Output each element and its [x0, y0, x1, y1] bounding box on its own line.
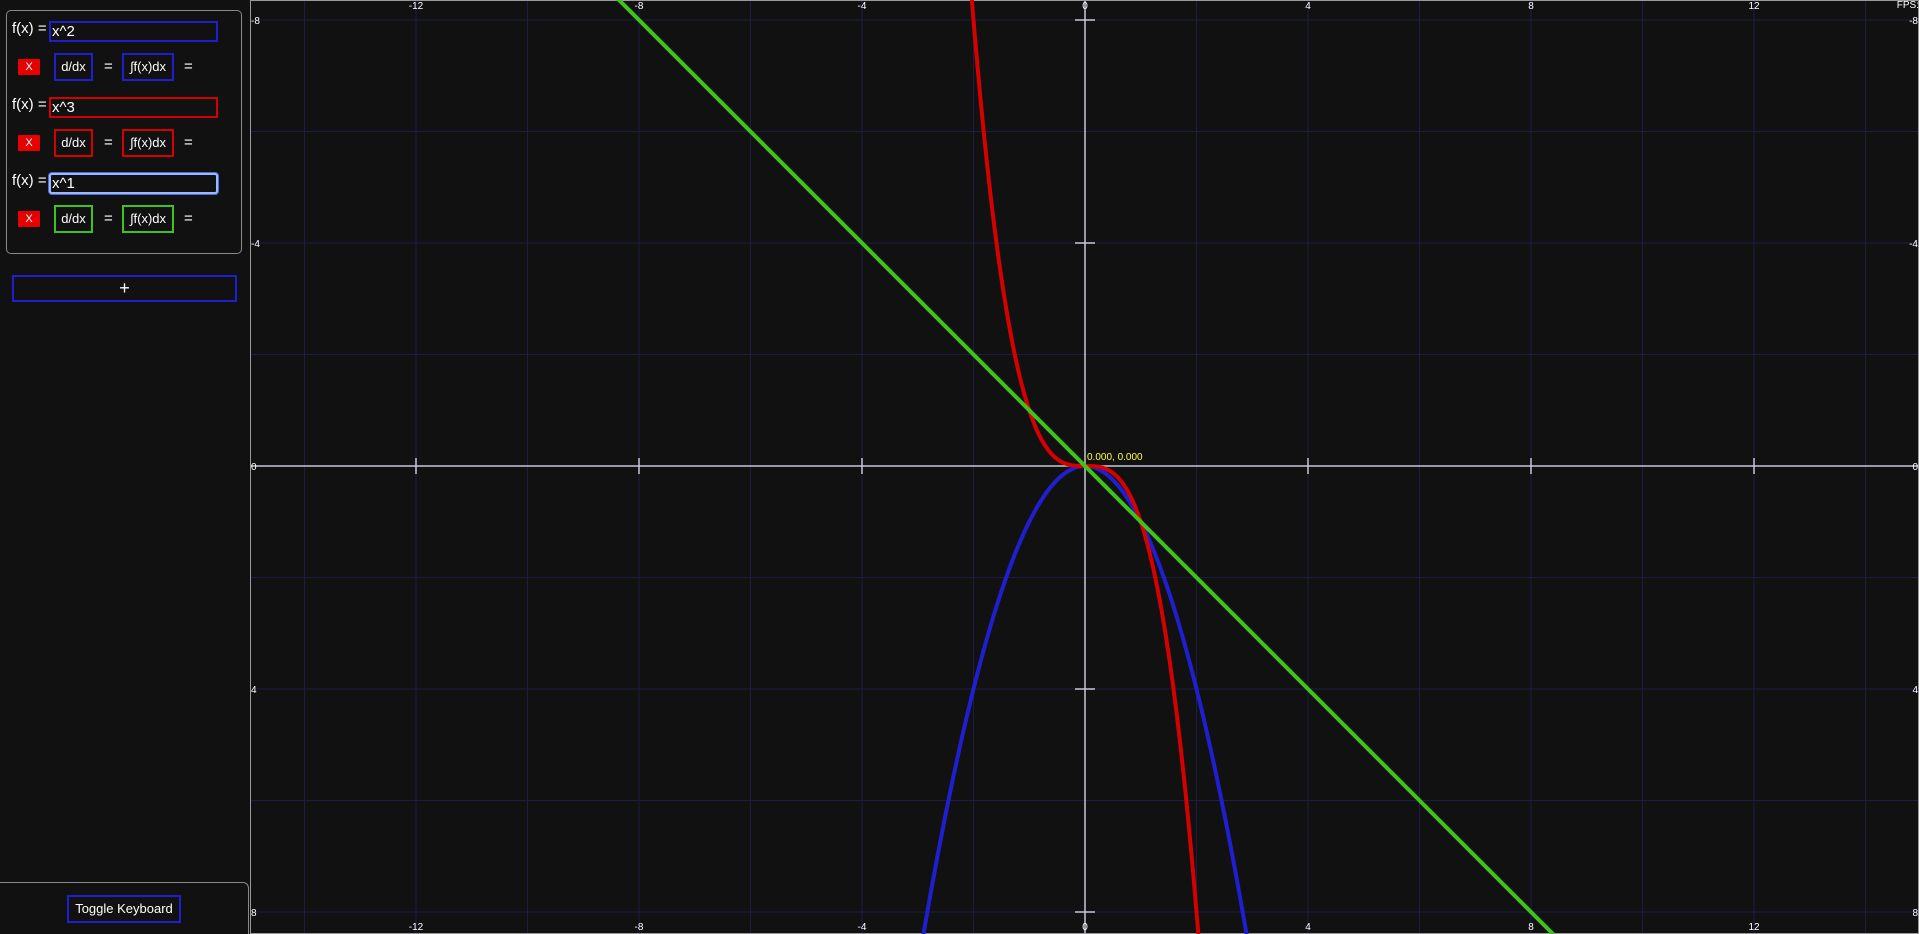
- fx-label: f(x) =: [12, 20, 47, 37]
- fx-label: f(x) =: [12, 172, 47, 189]
- fx-label: f(x) =: [12, 96, 47, 113]
- equals-sign: =: [104, 210, 113, 227]
- cursor-coordinate-readout: 0.000, 0.000: [1087, 452, 1143, 463]
- y-tick-label-left: 4: [251, 685, 257, 696]
- y-tick-label-right: 8: [1912, 908, 1918, 919]
- y-tick-label-right: 4: [1912, 685, 1918, 696]
- equals-sign: =: [184, 134, 193, 151]
- x-tick-label-bottom: 0: [1082, 922, 1088, 933]
- x-tick-label-top: -12: [409, 1, 424, 12]
- x-tick-label-bottom: 4: [1305, 922, 1311, 933]
- x-tick-label-top: -8: [635, 1, 644, 12]
- integral-function-2-button[interactable]: ∫f(x)dx: [122, 129, 174, 157]
- x-tick-label-top: 12: [1748, 1, 1760, 12]
- function-1-input[interactable]: [49, 21, 218, 42]
- x-tick-label-bottom: 8: [1528, 922, 1534, 933]
- derivative-function-1-button[interactable]: d/dx: [54, 53, 93, 81]
- derivative-function-2-button[interactable]: d/dx: [54, 129, 93, 157]
- equals-sign: =: [104, 58, 113, 75]
- add-function-button[interactable]: +: [12, 275, 237, 302]
- y-tick-label-left: -8: [251, 16, 260, 27]
- toggle-keyboard-button[interactable]: Toggle Keyboard: [67, 895, 181, 923]
- x-tick-label-bottom: 12: [1748, 922, 1760, 933]
- keyboard-panel: Toggle Keyboard: [0, 882, 249, 934]
- y-tick-label-left: -4: [251, 239, 260, 250]
- x-tick-label-bottom: -4: [858, 922, 867, 933]
- x-tick-label-top: 4: [1305, 1, 1311, 12]
- equals-sign: =: [184, 58, 193, 75]
- function-entry-1: f(x) = X d/dx = ∫f(x)dx =: [7, 11, 243, 87]
- y-tick-label-right: -8: [1909, 16, 1918, 27]
- delete-function-2-button[interactable]: X: [18, 135, 40, 151]
- function-3-input[interactable]: [49, 173, 218, 194]
- delete-function-3-button[interactable]: X: [18, 211, 40, 227]
- graph-plot[interactable]: -12-12-8-8-4-40044881212-12-12-8-8-4-400…: [250, 0, 1919, 934]
- integral-function-1-button[interactable]: ∫f(x)dx: [122, 53, 174, 81]
- function-2-input[interactable]: [49, 97, 218, 118]
- x-tick-label-top: 0: [1082, 1, 1088, 12]
- equals-sign: =: [184, 210, 193, 227]
- y-tick-label-left: 0: [251, 462, 257, 473]
- fps-counter: FPS:: [1896, 0, 1919, 11]
- y-tick-label-left: 8: [251, 908, 257, 919]
- x-tick-label-bottom: -12: [409, 922, 424, 933]
- sidebar: f(x) = X d/dx = ∫f(x)dx = f(x) = X d/dx …: [0, 0, 249, 934]
- delete-function-1-button[interactable]: X: [18, 59, 40, 75]
- y-tick-label-right: -4: [1909, 239, 1918, 250]
- x-tick-label-bottom: -8: [635, 922, 644, 933]
- graph-canvas[interactable]: -12-12-8-8-4-40044881212-12-12-8-8-4-400…: [250, 0, 1919, 934]
- x-tick-label-top: 8: [1528, 1, 1534, 12]
- derivative-function-3-button[interactable]: d/dx: [54, 205, 93, 233]
- y-tick-label-right: 0: [1912, 462, 1918, 473]
- integral-function-3-button[interactable]: ∫f(x)dx: [122, 205, 174, 233]
- equals-sign: =: [104, 134, 113, 151]
- series-line-x1: [616, 0, 1556, 934]
- function-entry-3: f(x) = X d/dx = ∫f(x)dx =: [7, 163, 243, 239]
- x-tick-label-top: -4: [858, 1, 867, 12]
- function-list-panel: f(x) = X d/dx = ∫f(x)dx = f(x) = X d/dx …: [6, 10, 242, 254]
- function-entry-2: f(x) = X d/dx = ∫f(x)dx =: [7, 87, 243, 163]
